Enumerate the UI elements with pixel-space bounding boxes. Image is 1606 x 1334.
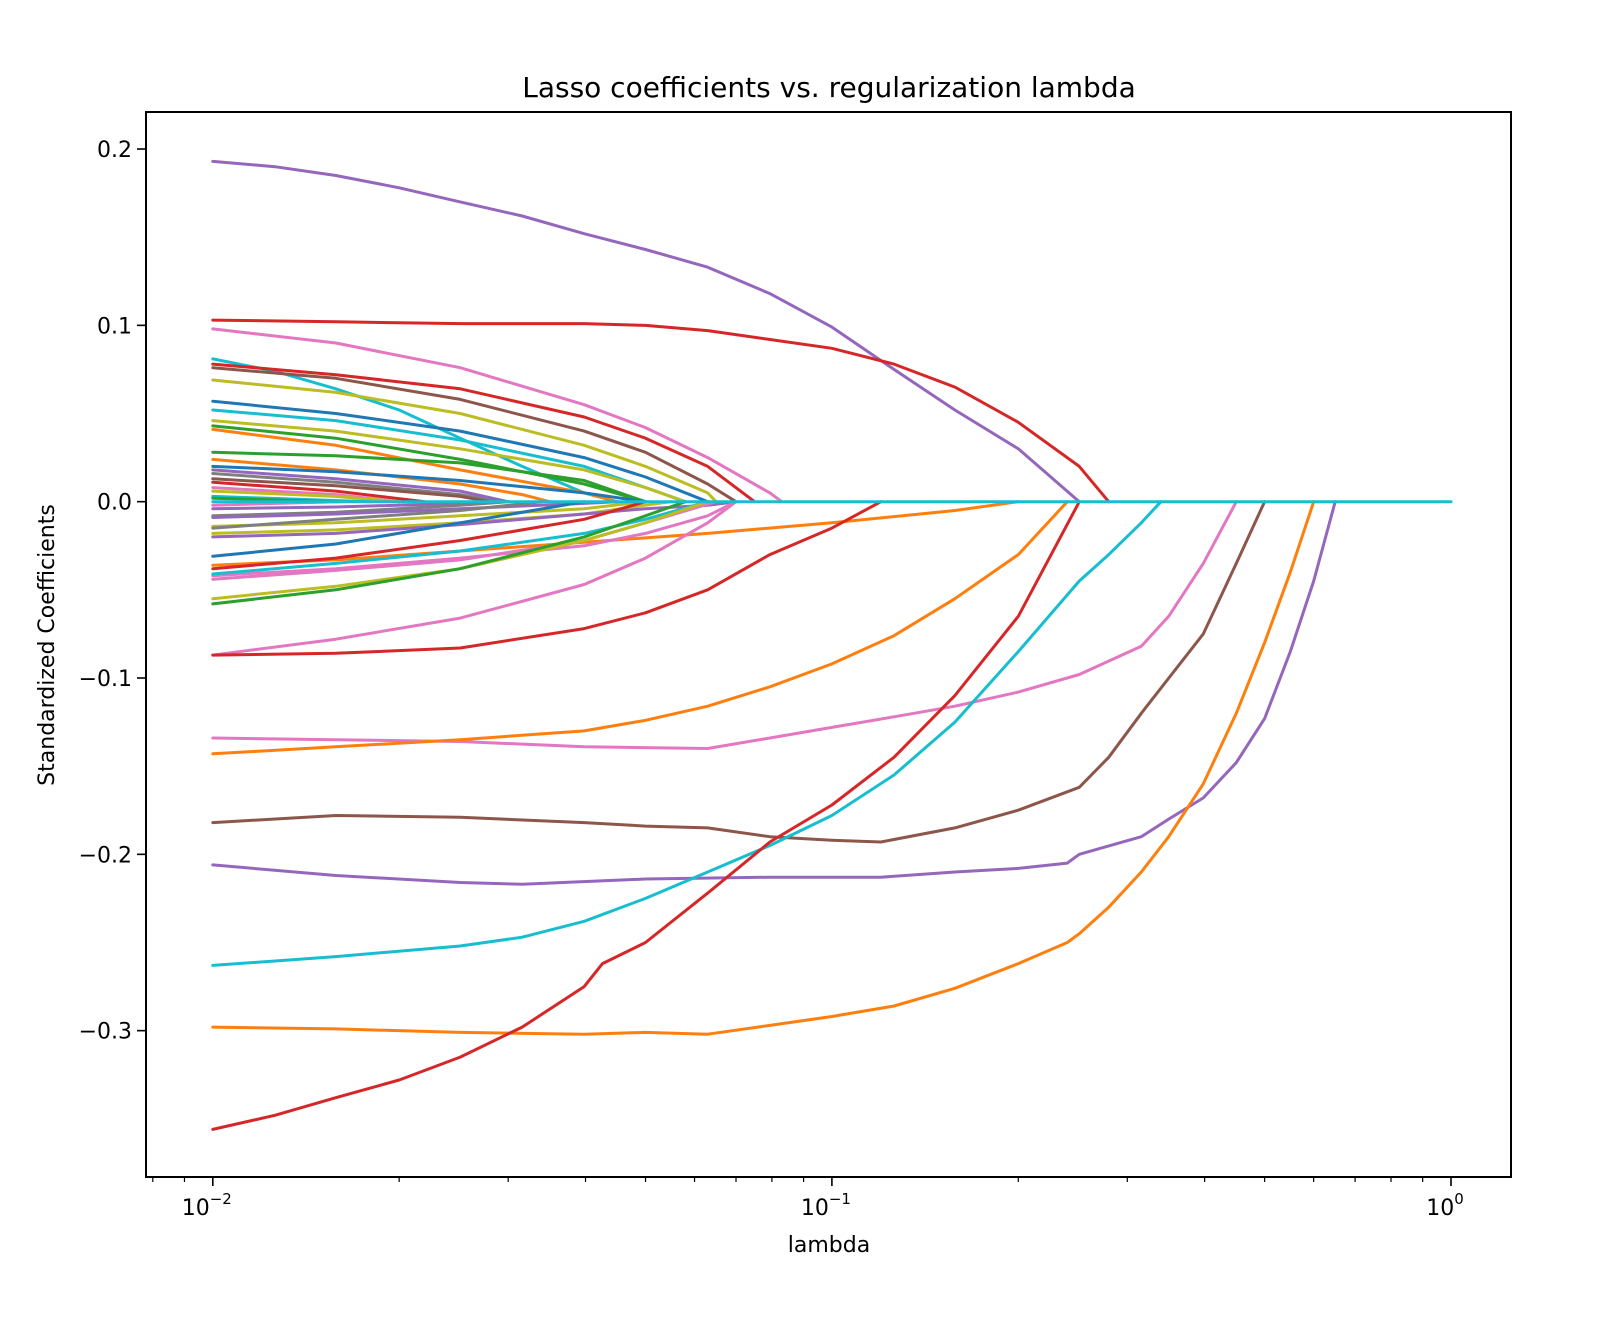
coefficient-path-8	[211, 399, 710, 504]
coefficient-path-32	[211, 500, 586, 558]
y-axis: 0.2 0.1 0.0 −0.1 −0.2 −0.3	[79, 138, 146, 1045]
chart-title: Lasso coefficients vs. regularization la…	[522, 71, 1136, 104]
coefficient-path-10	[211, 419, 687, 504]
y-axis-label: Standardized Coefficients	[35, 504, 60, 786]
coefficient-path-2	[211, 318, 1111, 504]
coefficient-path-7	[211, 378, 718, 504]
y-tick-label: −0.3	[79, 1020, 132, 1045]
x-tick-label: 100	[1426, 1190, 1464, 1221]
coefficient-path-41	[211, 500, 883, 657]
coefficient-path-34	[211, 500, 647, 571]
coefficient-path-43	[211, 500, 1069, 756]
x-tick-exponent: −2	[210, 1190, 232, 1208]
y-tick-label: −0.2	[79, 843, 132, 868]
x-tick-label: 10−2	[182, 1190, 232, 1221]
coefficient-path-36	[211, 500, 710, 576]
coefficient-path-48	[211, 500, 1081, 1131]
x-tick-label: 10−1	[801, 1190, 851, 1221]
y-tick-label: 0.1	[97, 314, 132, 339]
coefficient-path-35	[211, 500, 738, 578]
coefficient-path-15	[211, 464, 647, 504]
plot-frame	[145, 111, 1512, 1178]
coefficient-path-26	[211, 500, 510, 518]
coefficient-path-18	[211, 477, 492, 504]
coefficient-path-13	[211, 450, 647, 504]
coefficient-path-39	[211, 500, 687, 606]
coefficient-path-17	[211, 472, 501, 504]
coefficient-path-47	[211, 500, 1316, 1036]
x-tick-base: 10	[1426, 1196, 1454, 1221]
coefficient-path-3	[211, 327, 784, 504]
x-tick-exponent: −1	[829, 1190, 851, 1208]
coefficient-path-11	[211, 424, 647, 504]
coefficient-path-28	[211, 500, 647, 528]
coefficient-path-46	[211, 500, 1163, 967]
coefficient-path-40	[211, 500, 738, 657]
coefficient-path-44	[211, 500, 1267, 844]
x-axis-label: lambda	[788, 1233, 870, 1258]
y-tick-label: −0.1	[79, 667, 132, 692]
y-tick-label: 0.2	[97, 138, 132, 163]
coefficient-path-45	[211, 500, 1337, 886]
x-axis: 10−2 10−1 100	[152, 1177, 1464, 1221]
coefficient-path-6	[211, 366, 738, 504]
x-tick-base: 10	[182, 1196, 210, 1221]
coefficient-path-16	[211, 468, 510, 504]
plot-lines	[211, 159, 1453, 1131]
y-tick-label: 0.0	[97, 491, 132, 516]
coefficient-path-21	[211, 489, 401, 504]
coefficient-path-1	[211, 159, 1081, 504]
coefficient-path-19	[211, 480, 427, 504]
coefficient-path-42	[211, 500, 1238, 750]
x-tick-base: 10	[801, 1196, 829, 1221]
coefficient-path-14	[211, 457, 552, 504]
coefficient-path-38	[211, 500, 710, 601]
coefficient-path-33	[211, 500, 1020, 567]
x-tick-exponent: 0	[1454, 1190, 1464, 1208]
coefficient-path-5	[211, 362, 757, 504]
coefficient-path-29	[211, 500, 544, 530]
